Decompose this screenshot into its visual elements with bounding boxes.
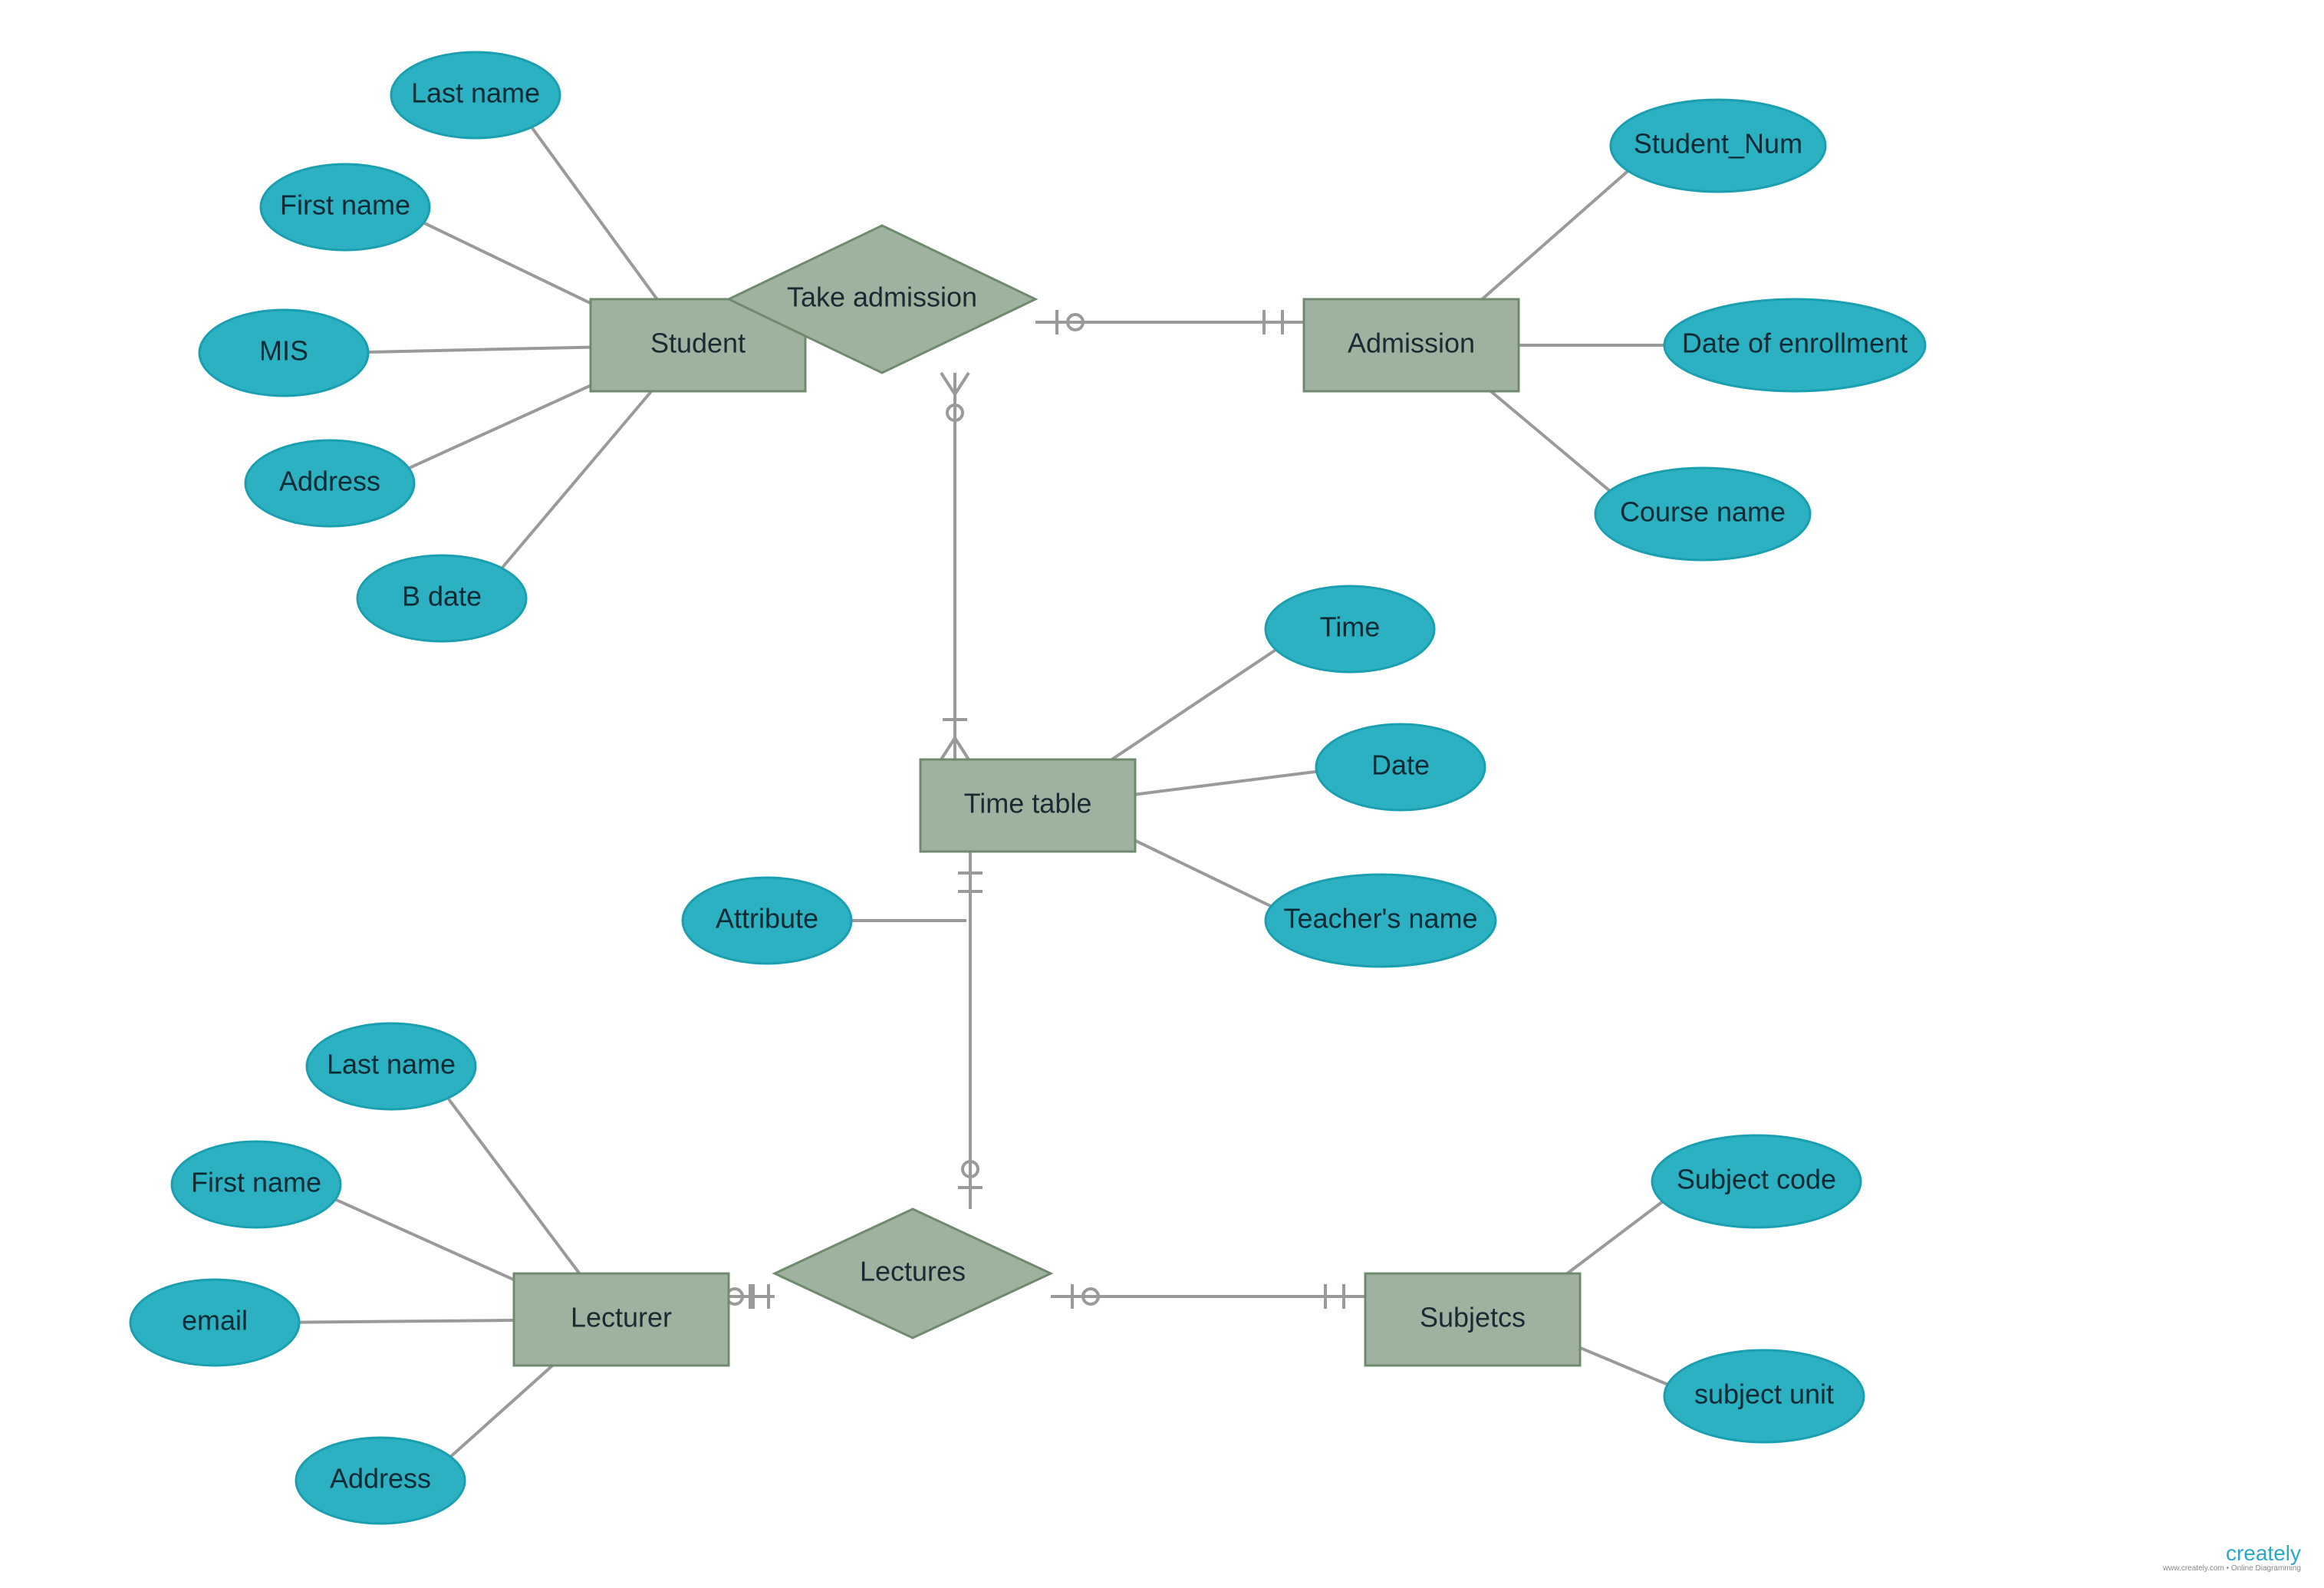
er-diagram-svg: Student Admission Time table Lecturer Subjet… — [0, 0, 2324, 1588]
attribute-label-ad_num: Student_Num — [1634, 128, 1802, 160]
entity-label-lecturer: Lecturer — [571, 1302, 672, 1333]
watermark-sub: www.creately.com • Online Diagramming — [2163, 1564, 2301, 1573]
attribute-label-st_bdate: B date — [402, 581, 482, 612]
attribute-label-tt_attr: Attribute — [716, 903, 818, 934]
attribute-label-lc_email: email — [182, 1305, 248, 1336]
attribute-label-st_addr: Address — [279, 466, 380, 497]
diagram-canvas: Student Admission Time table Lecturer Subjet… — [0, 0, 2324, 1588]
attribute-label-ad_date: Date of enrollment — [1682, 328, 1908, 359]
entity-label-admission: Admission — [1348, 328, 1475, 359]
entity-label-student: Student — [650, 328, 746, 359]
relationship-label-lectures: Lectures — [860, 1256, 966, 1287]
attribute-label-lc_first: First name — [191, 1167, 321, 1198]
attribute-label-sb_unit: subject unit — [1694, 1379, 1834, 1410]
attribute-label-sb_code: Subject code — [1677, 1164, 1836, 1195]
entity-label-timetable: Time table — [964, 788, 1092, 819]
attribute-label-tt_teacher: Teacher's name — [1283, 903, 1477, 934]
attribute-label-st_first: First name — [280, 189, 410, 221]
attribute-label-st_last: Last name — [411, 77, 540, 109]
entity-label-subjects: Subjetcs — [1420, 1302, 1526, 1333]
attribute-label-ad_course: Course name — [1620, 496, 1786, 528]
relationship-label-take_admission: Take admission — [787, 282, 977, 313]
attribute-label-tt_date: Date — [1371, 750, 1430, 781]
attribute-label-st_mis: MIS — [259, 335, 308, 367]
attribute-label-lc_addr: Address — [330, 1463, 431, 1494]
watermark-brand: creately — [2163, 1541, 2301, 1566]
attribute-label-tt_time: Time — [1320, 611, 1381, 643]
watermark: creately www.creately.com • Online Diagr… — [2163, 1541, 2301, 1573]
attribute-label-lc_last: Last name — [327, 1049, 456, 1080]
watermark-brand-text: creately — [2226, 1541, 2301, 1565]
